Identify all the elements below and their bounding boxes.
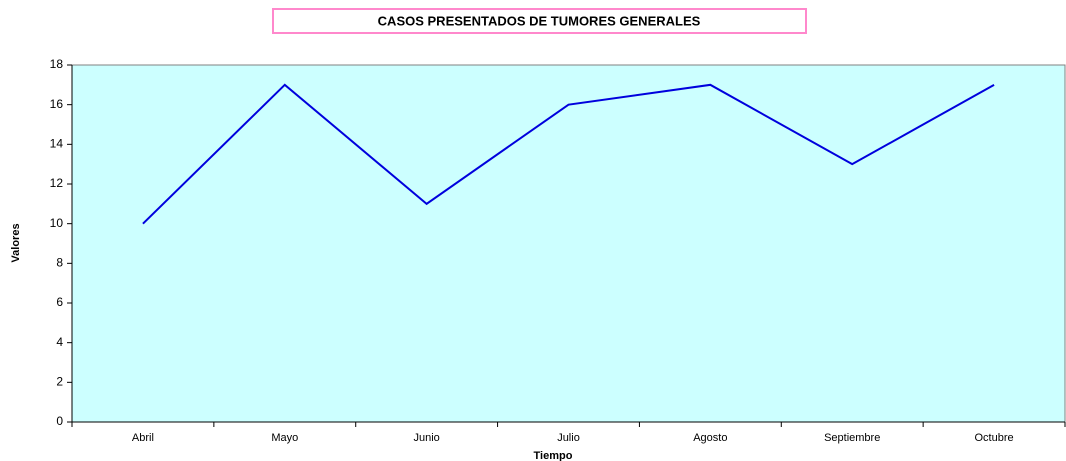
x-tick-label: Julio: [557, 432, 580, 444]
title-box: [272, 8, 807, 34]
x-tick-label: Mayo: [271, 432, 298, 444]
chart-title: CASOS PRESENTADOS DE TUMORES GENERALES: [378, 13, 701, 28]
plot-area: [71, 64, 1066, 423]
y-tick-label: 14: [50, 137, 64, 151]
y-tick-label: 2: [56, 375, 63, 389]
y-tick-label: 4: [56, 335, 63, 349]
x-tick-label: Septiembre: [824, 432, 880, 444]
x-axis-label: Tiempo: [534, 450, 573, 461]
y-tick-label: 12: [50, 176, 64, 190]
y-tick-label: 10: [50, 216, 64, 230]
y-tick-label: 6: [56, 295, 63, 309]
y-axis-label: Valores: [10, 223, 22, 262]
x-tick-label: Junio: [413, 432, 439, 444]
y-tick-label: 0: [56, 414, 63, 428]
x-tick-label: Octubre: [975, 432, 1014, 444]
y-tick-label: 8: [56, 256, 63, 270]
y-tick-label: 18: [50, 57, 64, 71]
y-tick-label: 16: [50, 97, 64, 111]
x-tick-label: Abril: [132, 432, 154, 444]
line-series: [142, 83, 995, 225]
x-tick-label: Agosto: [693, 432, 727, 444]
